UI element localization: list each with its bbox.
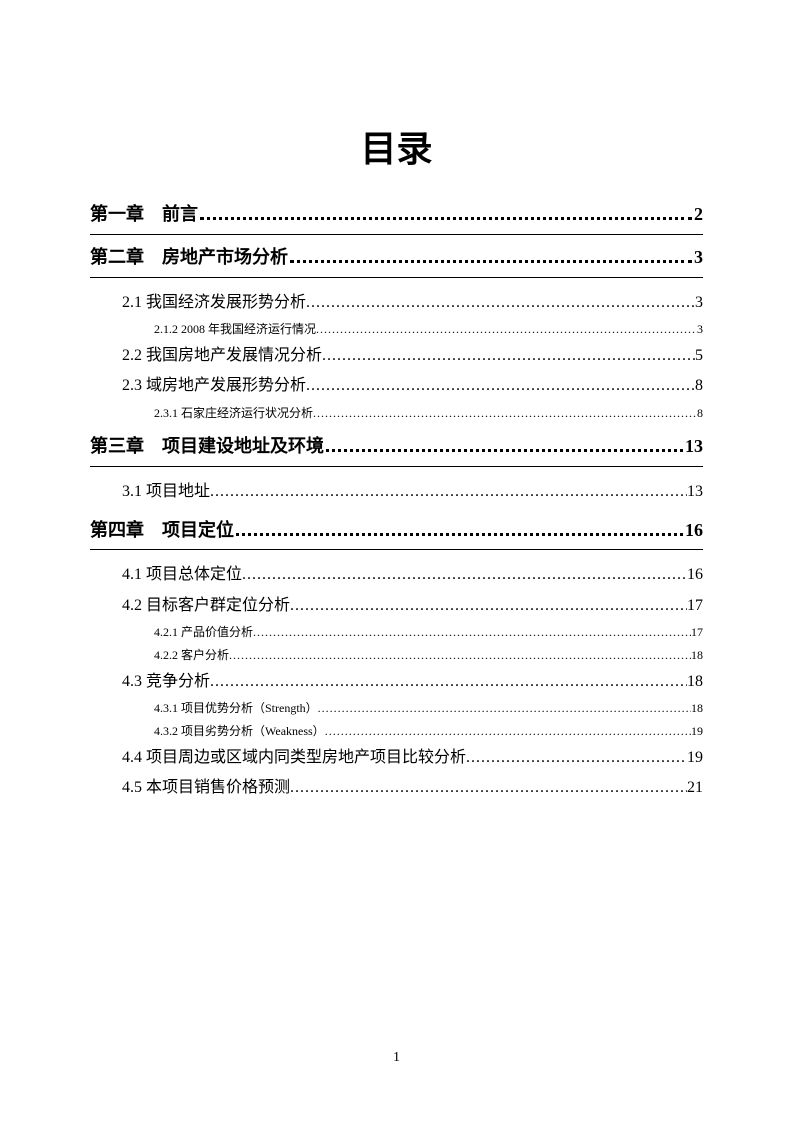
toc-leader-dots bbox=[200, 209, 692, 220]
toc-entry: 4.3.1 项目优势分析（Strength） 18 bbox=[90, 697, 703, 720]
toc-leader-dots bbox=[229, 644, 691, 667]
toc-leader-dots bbox=[326, 442, 683, 453]
toc-entry: 2.3.1 石家庄经济运行状况分析 8 bbox=[90, 402, 703, 425]
toc-entry-page: 16 bbox=[687, 560, 703, 590]
toc-entry-label: 4.3 竞争分析 bbox=[122, 667, 210, 697]
toc-entry-label: 第一章 前言 bbox=[90, 196, 198, 234]
toc-entry-label: 4.4 项目周边或区域内同类型房地产项目比较分析 bbox=[122, 743, 466, 773]
toc-entry-label: 4.1 项目总体定位 bbox=[122, 560, 242, 590]
toc-entry-label: 2.1 我国经济发展形势分析 bbox=[122, 288, 306, 318]
toc-entry: 4.4 项目周边或区域内同类型房地产项目比较分析 19 bbox=[90, 743, 703, 773]
toc-leader-dots bbox=[318, 697, 691, 720]
toc-entry-page: 16 bbox=[685, 512, 703, 550]
toc-entry-page: 19 bbox=[691, 720, 703, 743]
toc-entry: 4.2.1 产品价值分析 17 bbox=[90, 621, 703, 644]
toc-entry-page: 3 bbox=[694, 239, 703, 277]
toc-entry-label: 4.5 本项目销售价格预测 bbox=[122, 773, 290, 803]
toc-entry: 4.1 项目总体定位 16 bbox=[90, 560, 703, 590]
toc-leader-dots bbox=[290, 773, 687, 803]
toc-entry-label: 第四章 项目定位 bbox=[90, 512, 234, 550]
toc-entry-label: 4.2 目标客户群定位分析 bbox=[122, 591, 290, 621]
toc-leader-dots bbox=[316, 318, 697, 341]
toc-entry: 第二章 房地产市场分析 3 bbox=[90, 239, 703, 278]
toc-entry-label: 2.2 我国房地产发展情况分析 bbox=[122, 341, 322, 371]
toc-entry: 3.1 项目地址 13 bbox=[90, 477, 703, 507]
toc-leader-dots bbox=[306, 371, 695, 401]
toc-entry-page: 3 bbox=[695, 288, 703, 318]
toc-list: 第一章 前言2第二章 房地产市场分析32.1 我国经济发展形势分析32.1.2 … bbox=[90, 196, 703, 803]
toc-entry: 第一章 前言 2 bbox=[90, 196, 703, 235]
toc-entry-page: 19 bbox=[687, 743, 703, 773]
toc-entry: 4.3 竞争分析 18 bbox=[90, 667, 703, 697]
toc-leader-dots bbox=[236, 525, 683, 536]
toc-entry-label: 2.1.2 2008 年我国经济运行情况 bbox=[154, 318, 316, 341]
toc-entry-label: 3.1 项目地址 bbox=[122, 477, 210, 507]
toc-entry-page: 13 bbox=[687, 477, 703, 507]
toc-leader-dots bbox=[325, 720, 691, 743]
toc-entry-page: 18 bbox=[691, 644, 703, 667]
toc-entry-page: 5 bbox=[695, 341, 703, 371]
toc-entry: 4.5 本项目销售价格预测 21 bbox=[90, 773, 703, 803]
toc-entry-page: 8 bbox=[697, 402, 703, 425]
toc-entry: 第四章 项目定位 16 bbox=[90, 512, 703, 551]
toc-leader-dots bbox=[210, 667, 687, 697]
toc-leader-dots bbox=[290, 591, 687, 621]
toc-leader-dots bbox=[242, 560, 687, 590]
toc-entry-label: 4.3.1 项目优势分析（Strength） bbox=[154, 697, 318, 720]
toc-entry-label: 第二章 房地产市场分析 bbox=[90, 239, 288, 277]
toc-leader-dots bbox=[322, 341, 695, 371]
toc-entry: 4.2 目标客户群定位分析 17 bbox=[90, 591, 703, 621]
toc-leader-dots bbox=[313, 402, 697, 425]
toc-entry-page: 17 bbox=[691, 621, 703, 644]
toc-entry-page: 2 bbox=[694, 196, 703, 234]
toc-entry-label: 4.2.1 产品价值分析 bbox=[154, 621, 253, 644]
toc-entry: 2.1 我国经济发展形势分析 3 bbox=[90, 288, 703, 318]
toc-entry-page: 3 bbox=[697, 318, 703, 341]
toc-entry: 2.1.2 2008 年我国经济运行情况 3 bbox=[90, 318, 703, 341]
toc-entry-page: 18 bbox=[691, 697, 703, 720]
toc-entry-page: 8 bbox=[695, 371, 703, 401]
toc-entry-label: 2.3.1 石家庄经济运行状况分析 bbox=[154, 402, 313, 425]
toc-entry: 4.3.2 项目劣势分析（Weakness） 19 bbox=[90, 720, 703, 743]
toc-title: 目录 bbox=[90, 120, 703, 172]
toc-entry: 2.3 域房地产发展形势分析 8 bbox=[90, 371, 703, 401]
toc-leader-dots bbox=[290, 252, 692, 263]
toc-leader-dots bbox=[466, 743, 687, 773]
toc-entry: 4.2.2 客户分析 18 bbox=[90, 644, 703, 667]
toc-leader-dots bbox=[210, 477, 687, 507]
toc-entry-label: 4.3.2 项目劣势分析（Weakness） bbox=[154, 720, 325, 743]
toc-entry-page: 13 bbox=[685, 428, 703, 466]
toc-entry-label: 2.3 域房地产发展形势分析 bbox=[122, 371, 306, 401]
page-number: 1 bbox=[0, 1050, 793, 1066]
toc-leader-dots bbox=[253, 621, 691, 644]
toc-leader-dots bbox=[306, 288, 695, 318]
toc-entry: 第三章 项目建设地址及环境 13 bbox=[90, 428, 703, 467]
toc-entry: 2.2 我国房地产发展情况分析 5 bbox=[90, 341, 703, 371]
toc-entry-label: 第三章 项目建设地址及环境 bbox=[90, 428, 324, 466]
toc-entry-page: 21 bbox=[687, 773, 703, 803]
toc-entry-page: 17 bbox=[687, 591, 703, 621]
toc-entry-page: 18 bbox=[687, 667, 703, 697]
toc-entry-label: 4.2.2 客户分析 bbox=[154, 644, 229, 667]
